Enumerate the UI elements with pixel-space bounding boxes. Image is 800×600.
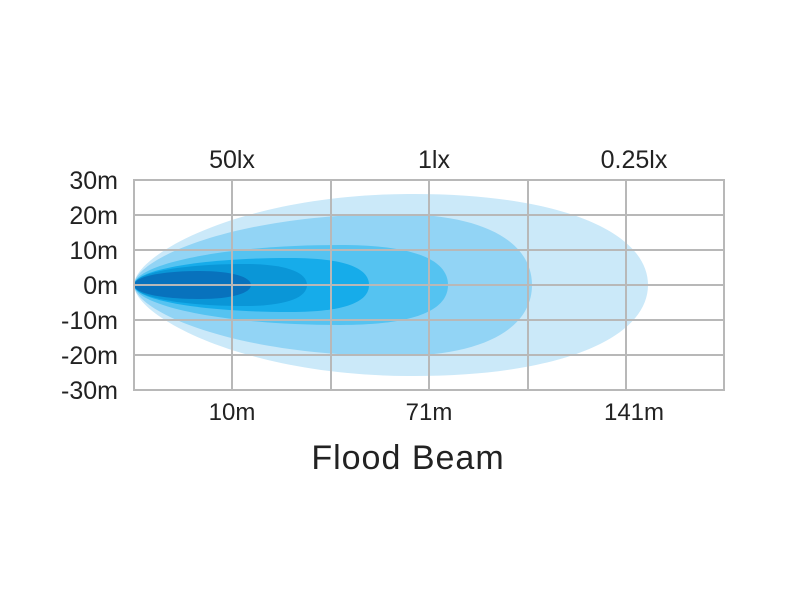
y-tick-label: 30m [69, 167, 118, 195]
x-tick-label: 10m [209, 399, 256, 426]
diagram-title: Flood Beam [311, 439, 504, 477]
grid [133, 179, 725, 391]
y-tick-label: -10m [61, 307, 118, 335]
y-tick-label: -20m [61, 342, 118, 370]
x-tick-label: 141m [604, 399, 664, 426]
y-tick-label: -30m [61, 377, 118, 405]
x-tick-label: 71m [406, 399, 453, 426]
lux-label: 50lx [209, 146, 255, 174]
lux-labels: 50lx 1lx 0.25lx [209, 146, 668, 174]
y-axis-labels: 30m 20m 10m 0m -10m -20m -30m [61, 167, 118, 405]
lux-label: 0.25lx [601, 146, 668, 174]
y-tick-label: 0m [83, 272, 118, 300]
y-tick-label: 20m [69, 202, 118, 230]
y-tick-label: 10m [69, 237, 118, 265]
x-axis-labels: 10m 71m 141m [209, 399, 664, 426]
lux-label: 1lx [418, 146, 450, 174]
